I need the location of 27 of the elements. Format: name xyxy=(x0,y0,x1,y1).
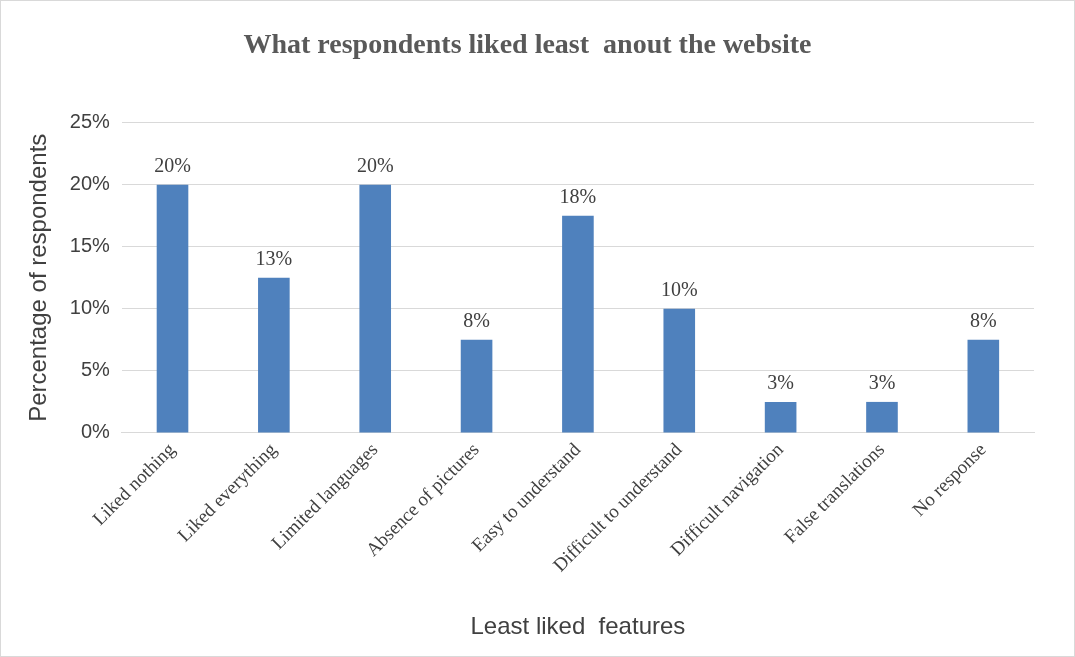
data-label: 13% xyxy=(255,247,293,270)
data-label: 20% xyxy=(356,153,394,176)
bar xyxy=(764,401,797,433)
bar xyxy=(156,184,189,433)
bar xyxy=(359,184,392,433)
y-tick-label: 0% xyxy=(80,420,111,443)
x-axis-title: Least liked features xyxy=(470,612,686,640)
data-label: 10% xyxy=(660,278,698,301)
data-label: 3% xyxy=(868,371,896,394)
data-label: 18% xyxy=(559,184,597,207)
data-label: 8% xyxy=(969,309,997,332)
y-tick-label: 25% xyxy=(69,110,111,133)
bar xyxy=(663,308,696,433)
bar xyxy=(967,339,1000,433)
bar xyxy=(460,339,493,433)
y-axis-title: Percentage of respondents xyxy=(24,133,52,422)
bar xyxy=(866,401,898,433)
data-label: 3% xyxy=(767,371,794,394)
bar xyxy=(562,215,594,433)
y-tick-label: 15% xyxy=(69,234,111,257)
data-label: 8% xyxy=(463,309,490,332)
y-tick-label: 10% xyxy=(69,296,111,319)
data-label: 20% xyxy=(154,153,191,176)
y-tick-label: 20% xyxy=(69,172,111,195)
chart-title: What respondents liked least anout the website xyxy=(243,28,812,60)
bar xyxy=(258,277,290,433)
y-tick-label: 5% xyxy=(80,358,111,381)
